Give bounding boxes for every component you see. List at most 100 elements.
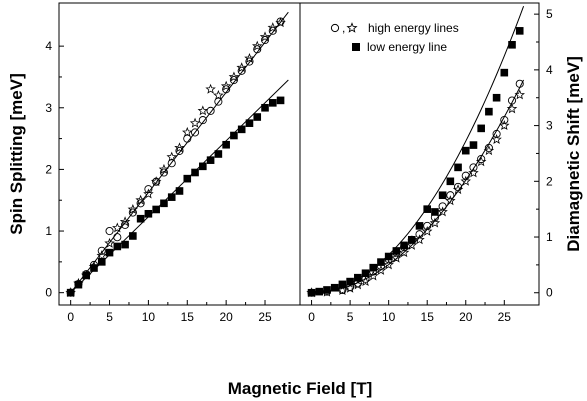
right-square-point (315, 287, 324, 296)
legend-separator: , (342, 21, 345, 35)
right-square-point (415, 222, 424, 230)
right-square-point (485, 107, 493, 116)
left-circle-point (222, 85, 231, 94)
left-square-point (82, 271, 91, 280)
left-circle-point (229, 75, 238, 85)
left-square-point (253, 113, 262, 121)
left-y-tick-label: 1 (45, 224, 52, 238)
left-square-point (268, 99, 277, 107)
legend: , high energy lines low energy line (330, 21, 459, 54)
right-y-tick-label: 3 (546, 119, 553, 133)
left-data-points (65, 17, 286, 298)
right-x-tick-label: 15 (421, 310, 435, 324)
left-star-point (267, 22, 279, 33)
right-star-point (460, 175, 471, 186)
right-square-point (508, 40, 516, 49)
right-square-point (407, 236, 416, 244)
x-axis-title: Magnetic Field [T] (228, 379, 373, 398)
right-square-point (492, 93, 501, 102)
left-star-point (205, 83, 216, 94)
left-x-tick-label: 15 (181, 310, 195, 324)
left-square-point (261, 103, 269, 112)
right-square-point (431, 208, 439, 216)
right-square-point (307, 288, 316, 297)
right-circle-point (461, 171, 470, 180)
left-x-tick-label: 20 (219, 310, 233, 324)
left-y-tick-label: 2 (45, 162, 52, 176)
left-square-point (129, 232, 137, 240)
right-star-point (406, 239, 418, 250)
right-square-point (438, 191, 447, 200)
left-circle-point (245, 57, 254, 66)
right-axes: 0 5 10 15 20 25 0 1 2 3 4 5 (308, 7, 553, 324)
right-square-point (330, 283, 339, 292)
right-star-point (506, 103, 518, 114)
right-star-point (429, 217, 441, 228)
right-star-point (483, 145, 495, 156)
left-star-point (166, 151, 177, 162)
left-circle-point (136, 199, 145, 208)
left-x-tick-label: 5 (106, 310, 113, 324)
right-circle-point (438, 202, 447, 211)
right-x-tick-label: 10 (382, 310, 396, 324)
right-star-point (475, 156, 487, 167)
left-star-point (158, 163, 170, 174)
right-square-point (461, 146, 470, 155)
right-x-tick-label: 0 (308, 310, 315, 324)
left-square-point (113, 242, 122, 251)
right-y-tick-label: 5 (546, 7, 553, 21)
left-square-point (230, 131, 238, 140)
left-circle-point (113, 233, 122, 242)
left-square-point (66, 288, 75, 297)
right-square-point (354, 273, 362, 282)
left-square-point (183, 174, 192, 183)
left-square-point (245, 119, 254, 127)
right-circle-point (500, 115, 509, 125)
left-star-point (197, 105, 209, 116)
right-square-point (477, 124, 485, 133)
legend-square-marker (352, 43, 360, 51)
left-star-point (252, 40, 263, 51)
left-plot-frame (58, 2, 301, 306)
right-star-point (344, 282, 356, 293)
right-y-tick-label: 1 (546, 230, 553, 244)
left-star-point (244, 52, 255, 63)
left-square-point (105, 248, 114, 257)
right-data-points (306, 27, 525, 298)
left-circle-point (121, 220, 130, 229)
left-star-point (220, 80, 232, 91)
right-square-point (446, 177, 455, 186)
left-circle-point (268, 26, 277, 35)
left-star-point (143, 188, 154, 199)
left-star-point (259, 31, 271, 42)
left-circle-point (253, 45, 262, 54)
right-star-point (452, 184, 464, 195)
right-circle-point (484, 143, 493, 152)
left-y-tick-label: 0 (45, 286, 52, 300)
left-circle-point (260, 35, 270, 45)
right-square-point (361, 269, 370, 278)
left-star-point (189, 117, 201, 128)
right-circle-point (446, 191, 455, 200)
right-circle-point (477, 154, 486, 164)
right-circle-point (469, 163, 478, 172)
right-circle-point (515, 79, 524, 88)
legend-circle-marker (330, 23, 340, 33)
right-circle-point (415, 230, 424, 239)
right-star-point (445, 195, 456, 206)
legend-label-low-energy: low energy line (367, 40, 447, 54)
right-square-point (515, 27, 524, 35)
left-square-point (152, 205, 160, 214)
left-x-tick-label: 0 (67, 310, 74, 324)
left-circle-point (198, 116, 207, 125)
left-circle-point (128, 208, 137, 217)
left-fit-line (70, 79, 289, 294)
left-star-point (96, 250, 107, 261)
left-star-point (150, 176, 162, 187)
left-circle-point (183, 134, 192, 143)
left-square-point (206, 156, 215, 164)
left-star-point (228, 71, 240, 82)
right-square-point (423, 205, 432, 213)
right-star-point (391, 252, 402, 263)
right-y-tick-label: 4 (546, 63, 553, 77)
